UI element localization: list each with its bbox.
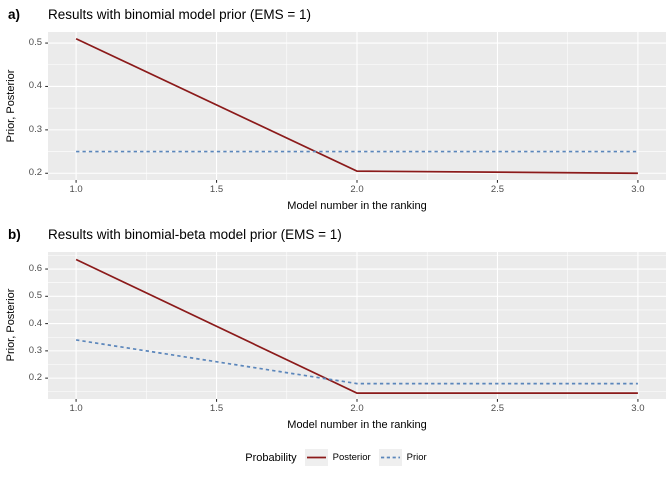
chart-title-a: Results with binomial model prior (EMS =… bbox=[48, 7, 311, 22]
legend-entry-posterior: Posterior bbox=[304, 449, 371, 466]
x-tick-label: 1.0 bbox=[69, 403, 83, 414]
x-tick-label: 2.5 bbox=[490, 403, 505, 414]
y-tick-label: 0.5 bbox=[28, 37, 42, 49]
x-axis-title-b: Model number in the ranking bbox=[287, 419, 427, 431]
x-tick-label: 3.0 bbox=[631, 184, 645, 195]
x-tick-label: 1.0 bbox=[69, 184, 83, 195]
y-tick-label: 0.5 bbox=[28, 290, 42, 302]
x-tick-label: 2.0 bbox=[350, 403, 364, 414]
posterior-line-key-icon bbox=[304, 449, 328, 466]
y-tick-label: 0.2 bbox=[28, 167, 42, 179]
x-tick-label: 1.5 bbox=[209, 184, 224, 195]
plot-panel-b bbox=[45, 252, 666, 402]
y-tick-label: 0.3 bbox=[28, 344, 42, 356]
x-tick-label: 2.0 bbox=[350, 184, 364, 195]
y-tick-label: 0.6 bbox=[28, 263, 42, 275]
legend-entry-prior: Prior bbox=[378, 449, 427, 466]
y-tick-label: 0.3 bbox=[28, 123, 42, 135]
panel-tag-a: a) bbox=[8, 7, 21, 22]
x-tick-label: 2.5 bbox=[490, 184, 505, 195]
legend-label-prior: Prior bbox=[406, 452, 427, 463]
chart-title-b: Results with binomial-beta model prior (… bbox=[48, 227, 342, 242]
legend-title: Probability bbox=[245, 451, 297, 464]
posterior-line bbox=[75, 258, 638, 394]
prior-line bbox=[75, 339, 638, 385]
legend: Probability Posterior Prior bbox=[0, 448, 672, 467]
posterior-line bbox=[75, 37, 638, 175]
y-tick-label: 0.4 bbox=[28, 317, 42, 329]
legend-label-posterior: Posterior bbox=[332, 452, 371, 463]
panel-tag-b: b) bbox=[8, 227, 21, 242]
y-tick-label: 0.4 bbox=[28, 80, 42, 92]
plot-panel-a bbox=[45, 32, 666, 183]
x-tick-label: 3.0 bbox=[631, 403, 645, 414]
x-tick-label: 1.5 bbox=[209, 403, 224, 414]
prior-line-key-icon bbox=[378, 449, 402, 466]
y-tick-label: 0.2 bbox=[28, 372, 42, 384]
x-axis-title-a: Model number in the ranking bbox=[287, 200, 427, 212]
